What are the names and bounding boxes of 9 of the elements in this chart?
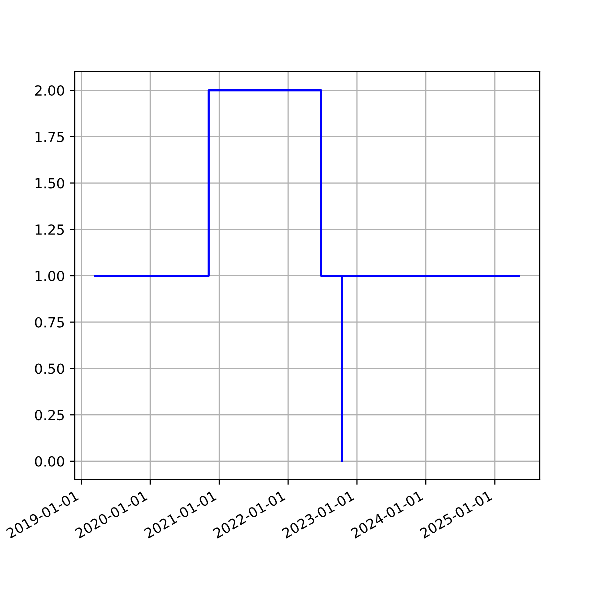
y-tick-label: 1.75 (36, 132, 64, 142)
y-tick-label: 0.50 (35, 364, 64, 374)
y-tick-label: 0.00 (35, 456, 64, 467)
y-tick-label: 2.00 (35, 86, 64, 96)
y-tick-label: 1.50 (36, 178, 64, 189)
y-tick-label: 1.25 (36, 224, 64, 236)
y-tick-label: 1.00 (36, 270, 64, 282)
y-tick-label: 0.25 (35, 410, 64, 421)
y-tick-label: 0.75 (35, 317, 64, 328)
